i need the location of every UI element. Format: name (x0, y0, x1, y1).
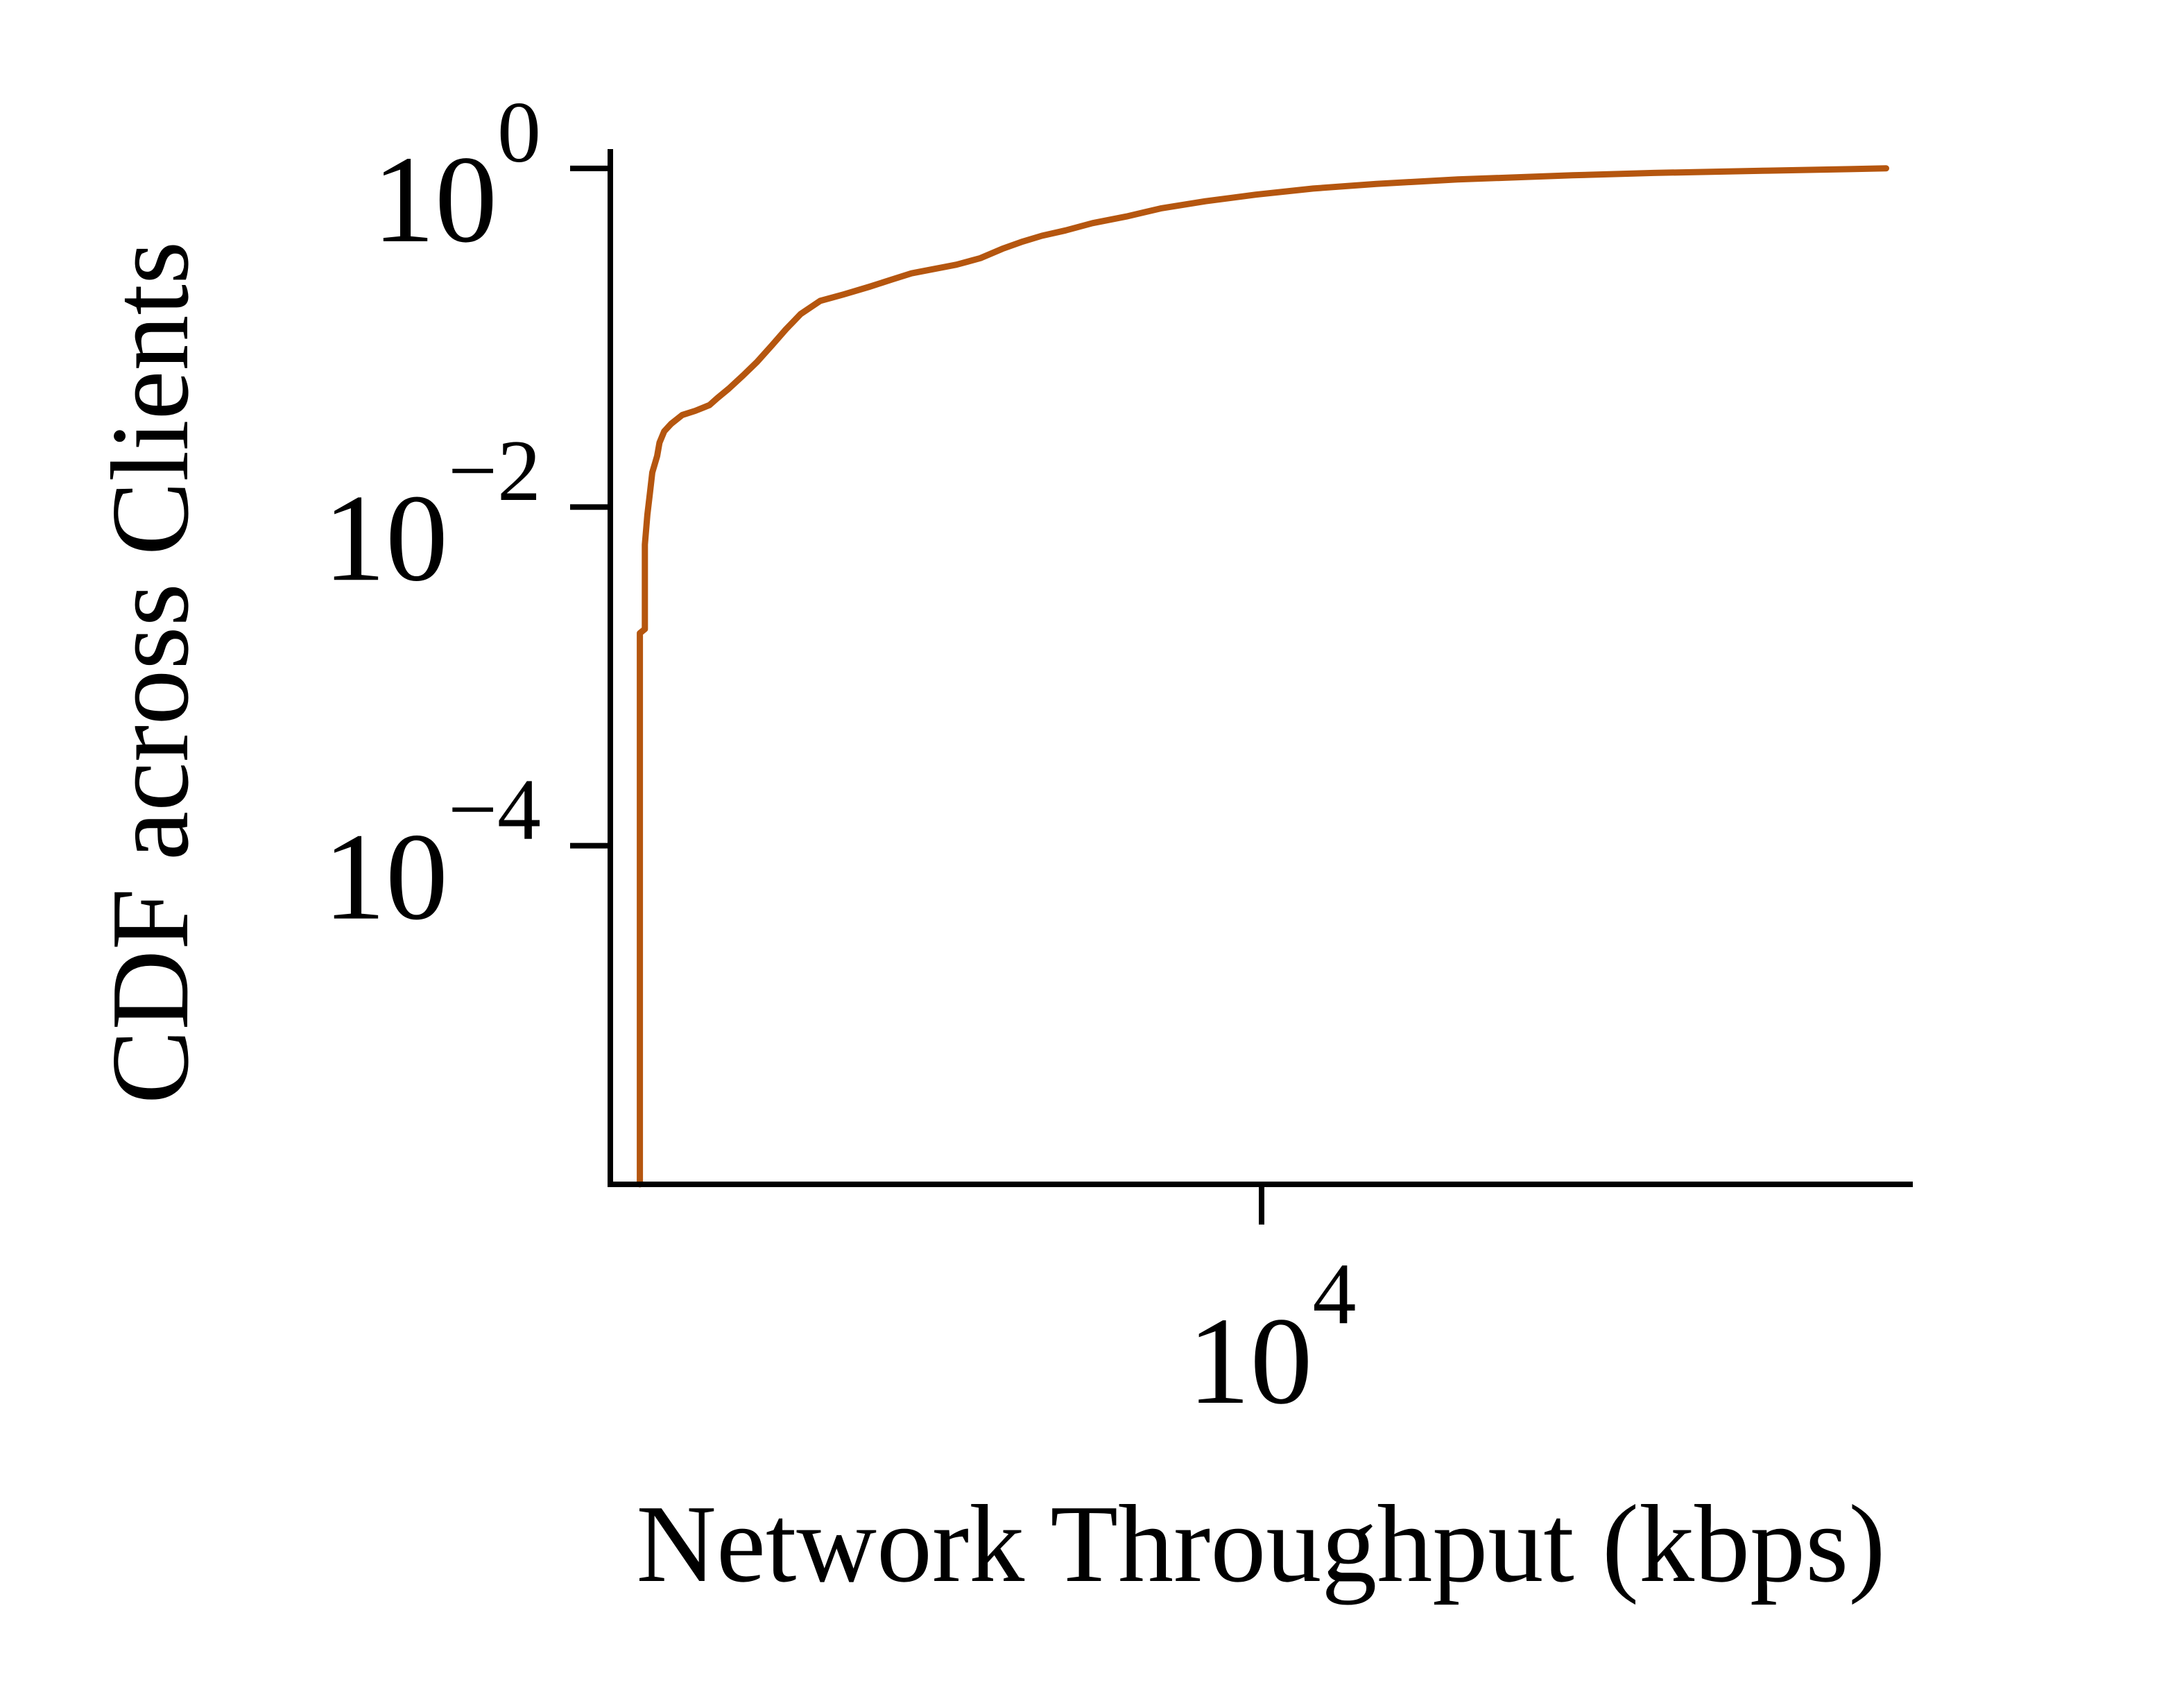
x-tick-label-0: 104 (1188, 1246, 1357, 1430)
plot-area (637, 165, 1889, 1188)
y-axis-label: CDF across Clients (88, 241, 212, 1104)
y-tick-label-0: 10−4 (323, 762, 541, 946)
cdf-series-line-0 (637, 165, 1889, 1188)
y-axis-ticks: 10−4 10−2 100 (323, 85, 610, 946)
x-axis-label: Network Throughput (kbps) (636, 1482, 1885, 1605)
y-tick-label-1: 10−2 (323, 423, 541, 607)
x-axis-ticks: 104 (1188, 1184, 1357, 1430)
y-tick-label-2: 100 (372, 85, 541, 268)
